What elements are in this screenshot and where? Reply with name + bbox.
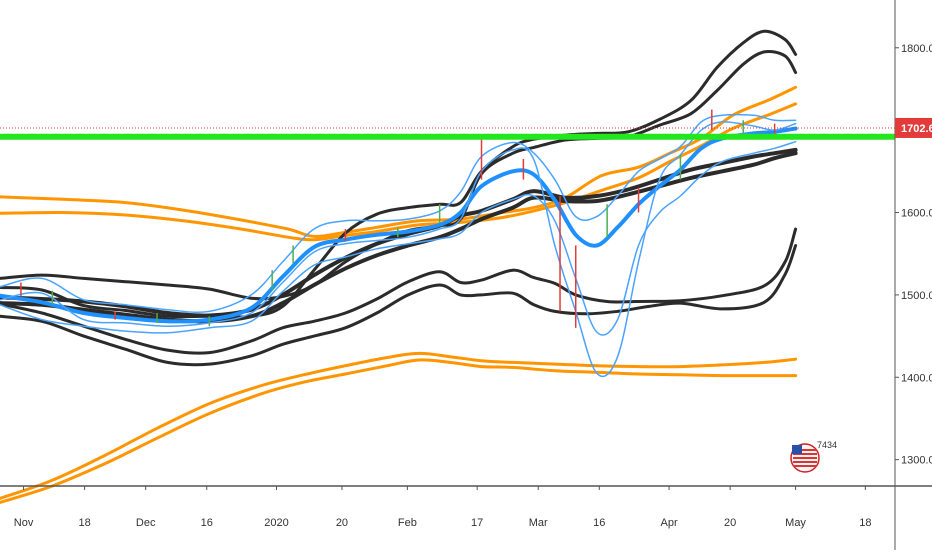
time-tick-label: 20 xyxy=(724,517,736,529)
series-line-6 xyxy=(0,227,798,355)
flag-badge-label: 7434 xyxy=(817,440,837,450)
time-tick-label: May xyxy=(785,517,806,529)
time-tick-label: Apr xyxy=(661,517,678,529)
price-tick-label: 1600.00 xyxy=(901,208,932,220)
time-tick-label: 16 xyxy=(593,517,605,529)
series-line-3 xyxy=(0,358,798,504)
series-line-2 xyxy=(0,351,798,500)
level-layer xyxy=(0,127,895,140)
time-tick-label: 18 xyxy=(78,517,90,529)
time-tick-label: Mar xyxy=(529,517,548,529)
time-tick-label: Dec xyxy=(136,517,156,529)
time-tick-label: 18 xyxy=(859,517,871,529)
time-tick-label: Nov xyxy=(14,517,34,529)
time-tick-label: 16 xyxy=(201,517,213,529)
price-tick-label: 1300.00 xyxy=(901,455,932,467)
price-tick-label: 1800.00 xyxy=(901,43,932,55)
time-tick-label: 17 xyxy=(471,517,483,529)
current-price-badge xyxy=(895,117,932,138)
series-line-13 xyxy=(0,121,797,378)
candle-layer xyxy=(20,109,776,328)
current-price-label: 1702.68 xyxy=(901,123,932,135)
price-axis-panel xyxy=(895,0,932,550)
price-tick-label: 1400.00 xyxy=(901,372,932,384)
price-tick-label: 1500.00 xyxy=(901,290,932,302)
flag-canton xyxy=(792,445,802,454)
series-line-10 xyxy=(0,126,798,324)
series-line-1 xyxy=(0,102,798,242)
series-line-7 xyxy=(0,244,798,367)
series-line-4 xyxy=(0,29,798,319)
series-layer xyxy=(0,29,798,504)
time-tick-label: 2020 xyxy=(264,517,288,529)
series-line-12 xyxy=(0,140,797,336)
badge-layer: 7434 xyxy=(790,440,837,473)
time-tick-label: 20 xyxy=(336,517,348,529)
time-tick-label: Feb xyxy=(398,517,417,529)
